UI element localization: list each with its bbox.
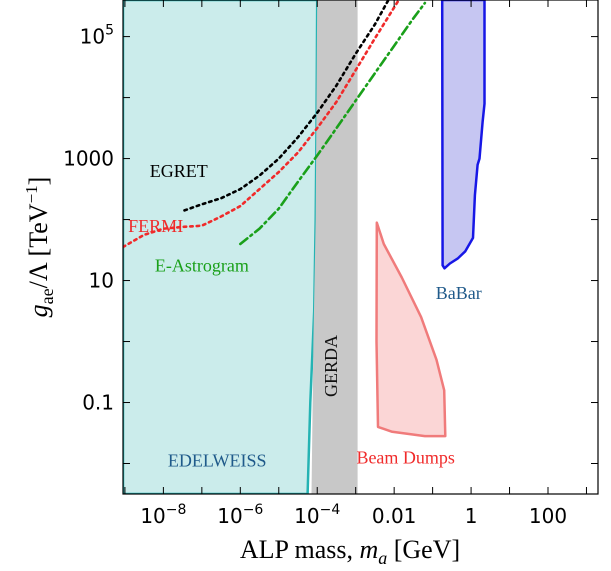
tick-layer: 10−8 10−6 10−4 0.01 1 100 0.1 10 1000 105 <box>63 0 598 528</box>
egret-line <box>183 0 390 212</box>
x-tick-label: 10−4 <box>294 502 340 528</box>
x-axis-label: ALP mass, ma [GeV] <box>240 535 460 568</box>
babar-label: BaBar <box>436 283 482 303</box>
beam-dumps-region <box>375 221 447 438</box>
plot-frame-rect <box>122 0 599 495</box>
edelweiss-region <box>123 0 319 494</box>
y-tick-label: 10 <box>89 269 114 293</box>
e-astrogram-line <box>239 1 427 246</box>
x-tick-label: 1 <box>465 504 478 528</box>
x-tick-label: 100 <box>529 504 567 528</box>
annotation-layer: EDELWEISS GERDA BaBar Beam Dumps EGRET FERMI E… <box>128 161 482 471</box>
egret-label: EGRET <box>150 161 208 181</box>
gerda-label: GERDA <box>321 335 341 397</box>
line-layer <box>123 0 427 249</box>
e-astrogram-label: E-Astrogram <box>155 255 249 275</box>
x-tick-label: 0.01 <box>372 504 417 528</box>
plot-frame <box>122 0 599 495</box>
y-tick-label: 105 <box>80 23 114 49</box>
beam-dumps-label: Beam Dumps <box>356 448 455 468</box>
y-axis-label: gae/Λ [TeV−1] <box>22 177 57 318</box>
x-tick-label: 10−6 <box>217 502 263 528</box>
edelweiss-label: EDELWEISS <box>168 451 267 471</box>
region-layer <box>123 0 486 494</box>
y-tick-label: 0.1 <box>82 391 114 415</box>
gerda-region <box>311 0 358 494</box>
x-tick-label: 10−8 <box>140 502 186 528</box>
babar-region <box>440 0 486 270</box>
fermi-label: FERMI <box>128 216 183 236</box>
y-tick-label: 1000 <box>63 147 114 171</box>
fermi-line <box>123 0 401 249</box>
